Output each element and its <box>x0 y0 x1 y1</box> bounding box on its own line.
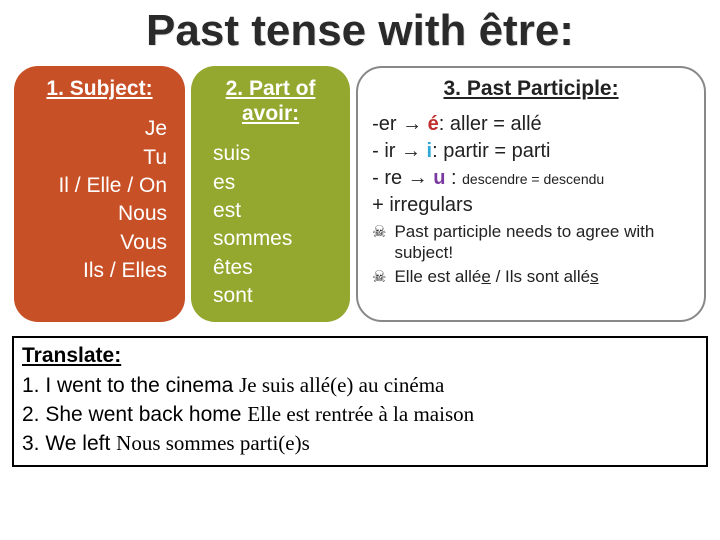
rule-letter: u <box>433 167 445 189</box>
rule-er: -er → é: aller = allé <box>372 111 690 138</box>
list-item: Il / Elle / On <box>26 172 167 200</box>
translate-box: Translate: 1. I went to the cinema Je su… <box>12 336 708 466</box>
skull-icon: ☠ <box>372 268 386 288</box>
list-item: Nous <box>26 200 167 228</box>
subject-box: 1. Subject: Je Tu Il / Elle / On Nous Vo… <box>14 66 185 322</box>
participle-box: 3. Past Participle: -er → é: aller = all… <box>356 66 706 322</box>
translate-q: 2. She went back home <box>22 403 247 426</box>
participle-heading: 3. Past Participle: <box>372 76 690 101</box>
avoir-heading: 2. Part of avoir: <box>203 76 338 126</box>
list-item: est <box>213 197 338 225</box>
avoir-list: suis es est sommes êtes sont <box>203 140 338 310</box>
list-item: Ils / Elles <box>26 257 167 285</box>
translate-heading: Translate: <box>22 344 121 367</box>
note-part: Elle est allé <box>394 267 481 286</box>
rule-example: descendre = descendu <box>462 171 604 187</box>
subject-list: Je Tu Il / Elle / On Nous Vous Ils / Ell… <box>26 115 173 285</box>
note-text: Elle est allée / Ils sont allés <box>394 266 598 287</box>
skull-icon: ☠ <box>372 223 386 243</box>
list-item: sont <box>213 282 338 310</box>
rule-rest: : aller = allé <box>439 113 542 135</box>
note-agree: ☠ Past participle needs to agree with su… <box>372 221 690 264</box>
rule-re: - re → u : descendre = descendu <box>372 165 690 192</box>
list-item: êtes <box>213 254 338 282</box>
translate-q: 3. We left <box>22 432 116 455</box>
rule-rest: : <box>445 167 462 189</box>
subject-heading: 1. Subject: <box>26 76 173 101</box>
note-underline: s <box>590 267 599 286</box>
rule-letter: é <box>428 113 439 135</box>
rule-irregulars: + irregulars <box>372 192 690 219</box>
list-item: suis <box>213 140 338 168</box>
translate-a: Nous sommes parti(e)s <box>116 431 310 455</box>
list-item: Tu <box>26 144 167 172</box>
translate-q: 1. I went to the cinema <box>22 374 239 397</box>
list-item: Je <box>26 115 167 143</box>
list-item: es <box>213 169 338 197</box>
list-item: sommes <box>213 225 338 253</box>
note-underline: e <box>481 267 490 286</box>
translate-a: Je suis allé(e) au cinéma <box>239 373 444 397</box>
note-example: ☠ Elle est allée / Ils sont allés <box>372 266 690 288</box>
columns-container: 1. Subject: Je Tu Il / Elle / On Nous Vo… <box>0 66 720 322</box>
page-title: Past tense with être: <box>0 0 720 66</box>
translate-a: Elle est rentrée à la maison <box>247 402 474 426</box>
rule-prefix: -er → <box>372 113 428 135</box>
rule-prefix: - re → <box>372 167 433 189</box>
avoir-box: 2. Part of avoir: suis es est sommes ête… <box>191 66 350 322</box>
rule-ir: - ir → i: partir = parti <box>372 138 690 165</box>
note-text: Past participle needs to agree with subj… <box>394 221 690 264</box>
rule-prefix: - ir → <box>372 140 426 162</box>
rule-rest: : partir = parti <box>432 140 550 162</box>
note-part: / Ils sont allé <box>491 267 590 286</box>
list-item: Vous <box>26 229 167 257</box>
